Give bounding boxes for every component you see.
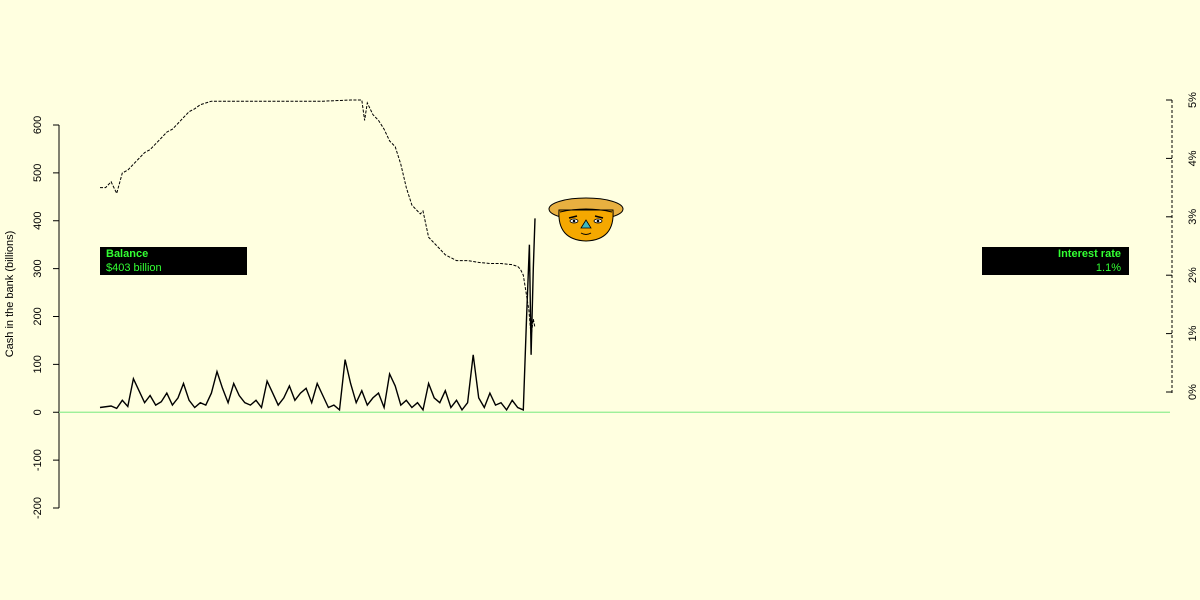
right-tick-label: 1% <box>1187 325 1199 341</box>
left-tick-label: 400 <box>32 212 44 230</box>
hat-band <box>559 208 613 213</box>
left-axis-ticks: -200 -100 0 100 200 300 400 500 600 <box>32 116 59 519</box>
balance-box: Balance $403 billion <box>100 247 247 275</box>
left-tick-label: 500 <box>32 164 44 182</box>
series-balance-line <box>99 218 536 412</box>
left-axis: -200 -100 0 100 200 300 400 500 600 Cash in the … <box>4 116 60 519</box>
balance-box-value: $403 billion <box>106 262 162 274</box>
left-tick-label: 300 <box>32 259 44 277</box>
rate-box-value: 1.1% <box>1096 262 1121 274</box>
rate-box-bg <box>982 247 1129 275</box>
left-tick-label: 0 <box>32 409 44 415</box>
right-pupil <box>596 219 600 223</box>
left-tick-label: -100 <box>32 449 44 471</box>
right-tick-label: 2% <box>1187 267 1199 283</box>
left-pupil <box>572 219 576 223</box>
left-tick-label: 600 <box>32 116 44 134</box>
left-tick-label: -200 <box>32 497 44 519</box>
right-axis-ticks: 0% 1% 2% 3% 4% 5% <box>1166 92 1199 400</box>
right-tick-label: 3% <box>1187 209 1199 225</box>
right-tick-label: 4% <box>1187 150 1199 166</box>
left-tick-label: 100 <box>32 355 44 373</box>
right-tick-label: 5% <box>1187 92 1199 108</box>
face-with-hat-icon <box>548 197 624 242</box>
right-tick-label: 0% <box>1187 384 1199 400</box>
mouth <box>580 232 592 235</box>
balance-box-bg <box>100 247 247 275</box>
rate-box: Interest rate 1.1% <box>982 247 1129 275</box>
right-axis: 0% 1% 2% 3% 4% 5% <box>1166 92 1199 400</box>
nose <box>580 219 592 229</box>
series-interest-rate-line <box>100 99 536 337</box>
y-axis-title: Cash in the bank (billions) <box>4 231 16 358</box>
right-brow <box>594 215 604 219</box>
left-tick-label: 200 <box>32 307 44 325</box>
rate-box-title: Interest rate <box>1058 248 1121 260</box>
balance-box-title: Balance <box>106 248 148 260</box>
left-brow <box>568 215 578 219</box>
